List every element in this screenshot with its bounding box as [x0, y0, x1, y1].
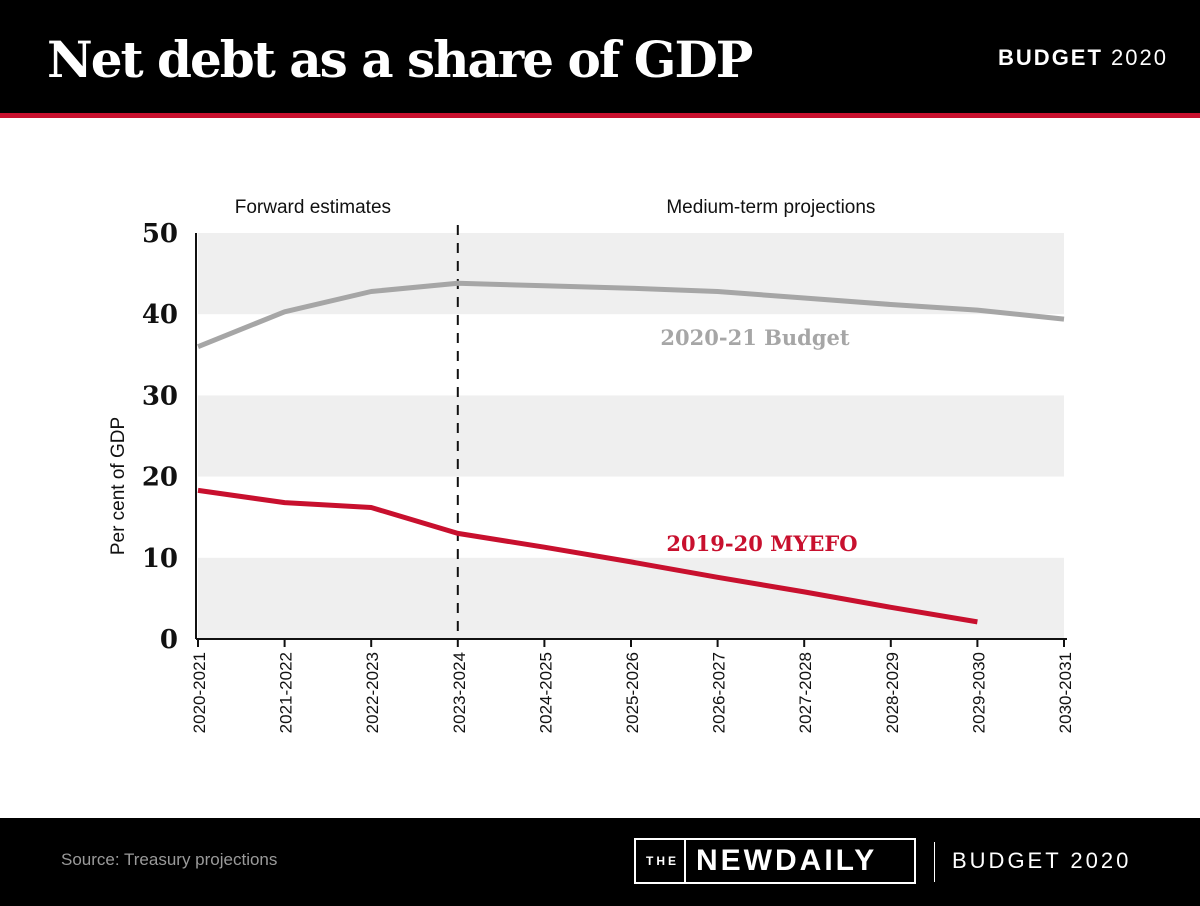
x-tick-label-2029-2030: 2029-2030	[969, 652, 988, 733]
x-tick-label-2023-2024: 2023-2024	[450, 652, 469, 733]
y-tick-label-20: 20	[142, 463, 178, 493]
x-tick-label-2030-2031: 2030-2031	[1056, 652, 1075, 733]
chart-bands	[198, 233, 1064, 639]
y-tick-label-30: 30	[142, 381, 178, 411]
page-title: Net debt as a share of GDP	[47, 30, 753, 89]
header-bar: Net debt as a share of GDP BUDGET 2020	[0, 0, 1200, 113]
y-tick-label-0: 0	[160, 625, 178, 655]
series-line-2019-20-myefo	[197, 487, 978, 625]
series-label-2020-21-budget: 2020-21 Budget	[660, 325, 849, 350]
region-label-medium-term-projections: Medium-term projections	[666, 197, 875, 218]
y-tick-label-10: 10	[142, 544, 178, 574]
x-tick-label-2024-2025: 2024-2025	[536, 652, 555, 733]
header-accent-rule	[0, 113, 1200, 118]
x-tick-label-2022-2023: 2022-2023	[363, 652, 382, 733]
chart-labels: Forward estimates Medium-term projections…	[235, 197, 876, 556]
region-label-forward-estimates: Forward estimates	[235, 197, 391, 218]
budget-brand: BUDGET 2020	[998, 45, 1168, 71]
x-tick-label-2020-2021: 2020-2021	[190, 652, 209, 733]
x-tick-label-2021-2022: 2021-2022	[277, 652, 296, 733]
x-tick-label-2025-2026: 2025-2026	[623, 652, 642, 733]
newdaily-logo[interactable]: THE NEWDAILY	[634, 838, 916, 884]
x-tick-label-2026-2027: 2026-2027	[710, 652, 729, 733]
net-debt-chart: 0 10 20 30 40 50 2020-2021 2021-2022 2022-2023 20…	[108, 197, 1075, 733]
x-tick-label-2028-2029: 2028-2029	[883, 652, 902, 733]
y-axis-title: Per cent of GDP	[108, 417, 129, 555]
series-label-2019-20-myefo: 2019-20 MYEFO	[666, 531, 857, 556]
chart-axes: 0 10 20 30 40 50 2020-2021 2021-2022 2022-2023 20…	[108, 219, 1075, 733]
footer-bar: Source: Treasury projections THE NEWDAIL…	[0, 818, 1200, 906]
footer-brand: BUDGET 2020	[952, 848, 1132, 873]
chart-lines	[197, 280, 1065, 625]
logo-divider	[684, 840, 686, 882]
x-tick-label-2027-2028: 2027-2028	[796, 652, 815, 733]
y-tick-label-50: 50	[142, 219, 178, 249]
logo-name: NEWDAILY	[696, 844, 878, 877]
band-20-30	[198, 395, 1064, 477]
band-0-10	[198, 557, 1064, 639]
budget-brand-word: BUDGET	[998, 45, 1103, 70]
footer-divider	[934, 842, 935, 882]
logo-prefix: THE	[646, 854, 679, 868]
y-tick-label-40: 40	[142, 300, 178, 330]
budget-brand-year: 2020	[1111, 45, 1168, 70]
source-note: Source: Treasury projections	[61, 850, 278, 869]
